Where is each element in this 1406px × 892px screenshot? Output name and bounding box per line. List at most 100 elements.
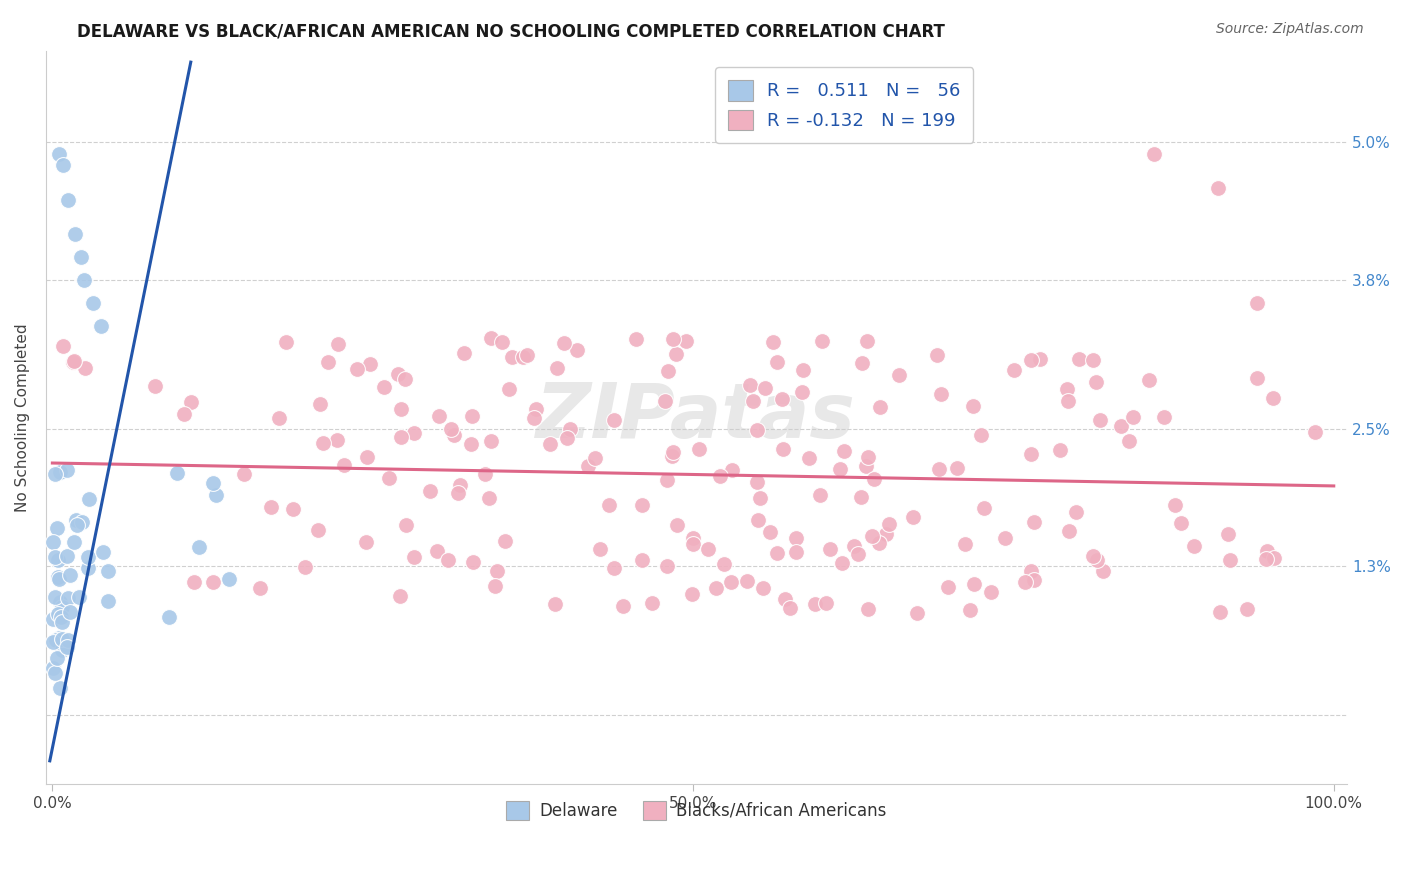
Point <box>877 516 900 531</box>
Point <box>856 602 879 616</box>
Point <box>1083 549 1105 563</box>
Point <box>326 337 349 351</box>
Point <box>980 585 1002 599</box>
Point <box>75 360 97 375</box>
Point <box>447 486 470 500</box>
Point <box>665 518 688 533</box>
Point <box>747 513 769 527</box>
Point <box>1064 505 1087 519</box>
Point <box>294 559 316 574</box>
Point <box>437 553 460 567</box>
Point <box>45 632 67 647</box>
Point <box>267 410 290 425</box>
Point <box>427 409 450 423</box>
Point <box>973 501 995 516</box>
Point <box>1209 605 1232 619</box>
Point <box>201 575 224 590</box>
Point <box>485 564 508 578</box>
Point <box>735 574 758 588</box>
Point <box>491 334 513 349</box>
Point <box>748 491 770 506</box>
Point <box>1085 375 1108 389</box>
Point <box>1067 352 1090 367</box>
Point <box>858 450 880 464</box>
Point <box>1029 351 1052 366</box>
Point <box>869 400 891 414</box>
Point <box>62 354 84 368</box>
Point <box>402 425 425 440</box>
Point <box>69 250 91 264</box>
Point <box>49 681 72 695</box>
Point <box>830 462 852 476</box>
Point <box>59 605 82 619</box>
Point <box>808 488 831 502</box>
Point <box>42 660 65 674</box>
Point <box>501 351 523 365</box>
Point <box>765 546 787 560</box>
Point <box>67 590 90 604</box>
Point <box>555 431 578 445</box>
Point <box>59 568 82 582</box>
Point <box>1049 442 1071 457</box>
Point <box>963 576 986 591</box>
Point <box>44 665 66 680</box>
Point <box>51 632 73 646</box>
Point <box>1246 295 1268 310</box>
Point <box>46 553 69 567</box>
Point <box>1022 515 1045 529</box>
Point <box>970 427 993 442</box>
Point <box>846 547 869 561</box>
Point <box>709 469 731 483</box>
Point <box>389 430 412 444</box>
Point <box>82 295 104 310</box>
Point <box>799 450 821 465</box>
Point <box>183 575 205 590</box>
Point <box>1236 602 1258 616</box>
Point <box>378 471 401 485</box>
Point <box>946 461 969 475</box>
Point <box>1109 418 1132 433</box>
Point <box>720 575 742 590</box>
Point <box>810 334 832 348</box>
Point <box>953 537 976 551</box>
Legend: Delaware, Blacks/African Americans: Delaware, Blacks/African Americans <box>499 794 893 827</box>
Point <box>773 592 796 607</box>
Point <box>704 581 727 595</box>
Point <box>143 379 166 393</box>
Point <box>1014 575 1036 590</box>
Point <box>820 541 842 556</box>
Point <box>576 458 599 473</box>
Point <box>1122 410 1144 425</box>
Point <box>48 146 70 161</box>
Point <box>187 540 209 554</box>
Point <box>354 534 377 549</box>
Point <box>1021 447 1043 461</box>
Point <box>460 437 482 451</box>
Point <box>855 459 877 474</box>
Point <box>546 361 568 376</box>
Point <box>655 473 678 487</box>
Point <box>249 582 271 596</box>
Point <box>56 591 79 605</box>
Point <box>56 193 79 207</box>
Point <box>804 597 827 611</box>
Point <box>887 368 910 383</box>
Point <box>97 565 120 579</box>
Point <box>45 520 67 534</box>
Point <box>543 598 565 612</box>
Point <box>389 402 412 417</box>
Point <box>73 273 96 287</box>
Point <box>48 573 70 587</box>
Point <box>1256 544 1278 558</box>
Point <box>218 572 240 586</box>
Point <box>558 422 581 436</box>
Point <box>1219 553 1241 567</box>
Point <box>583 450 606 465</box>
Point <box>863 472 886 486</box>
Point <box>762 334 785 349</box>
Y-axis label: No Schooling Completed: No Schooling Completed <box>15 323 30 511</box>
Point <box>281 501 304 516</box>
Point <box>440 422 463 436</box>
Point <box>419 484 441 499</box>
Point <box>851 356 873 370</box>
